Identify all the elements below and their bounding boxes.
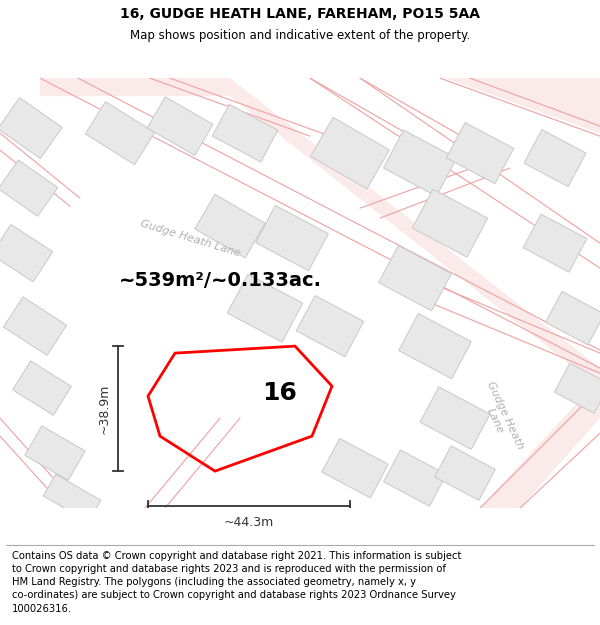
Polygon shape <box>0 98 62 159</box>
Text: Map shows position and indicative extent of the property.: Map shows position and indicative extent… <box>130 29 470 42</box>
Text: Gudge Heath Lane: Gudge Heath Lane <box>139 218 241 258</box>
Polygon shape <box>311 118 389 189</box>
Text: ~38.9m: ~38.9m <box>97 383 110 434</box>
Polygon shape <box>398 314 472 379</box>
Polygon shape <box>296 296 364 357</box>
Polygon shape <box>383 450 446 506</box>
Polygon shape <box>383 130 457 196</box>
Polygon shape <box>43 474 101 522</box>
Polygon shape <box>85 102 155 164</box>
Polygon shape <box>4 297 67 356</box>
Polygon shape <box>412 189 488 257</box>
Polygon shape <box>212 104 278 162</box>
Polygon shape <box>147 97 213 156</box>
Polygon shape <box>0 160 58 216</box>
Polygon shape <box>446 122 514 184</box>
Polygon shape <box>195 194 265 258</box>
Text: 16, GUDGE HEATH LANE, FAREHAM, PO15 5AA: 16, GUDGE HEATH LANE, FAREHAM, PO15 5AA <box>120 7 480 21</box>
Polygon shape <box>40 78 600 388</box>
Polygon shape <box>545 291 600 345</box>
Polygon shape <box>227 274 302 342</box>
Polygon shape <box>13 361 71 415</box>
Polygon shape <box>420 387 490 449</box>
Text: Contains OS data © Crown copyright and database right 2021. This information is : Contains OS data © Crown copyright and d… <box>12 551 461 614</box>
Text: ~539m²/~0.133ac.: ~539m²/~0.133ac. <box>119 271 322 289</box>
Polygon shape <box>0 78 600 508</box>
Polygon shape <box>524 129 586 187</box>
Text: Gudge Heath
Lane: Gudge Heath Lane <box>475 380 526 456</box>
Text: ~44.3m: ~44.3m <box>224 516 274 529</box>
Polygon shape <box>256 206 328 271</box>
Polygon shape <box>322 439 388 498</box>
Polygon shape <box>480 378 600 508</box>
Polygon shape <box>554 363 600 413</box>
Polygon shape <box>379 246 451 311</box>
Polygon shape <box>0 224 53 282</box>
Polygon shape <box>430 78 600 133</box>
Polygon shape <box>435 446 495 501</box>
Text: 16: 16 <box>263 381 298 405</box>
Polygon shape <box>25 426 85 481</box>
Polygon shape <box>523 214 587 272</box>
